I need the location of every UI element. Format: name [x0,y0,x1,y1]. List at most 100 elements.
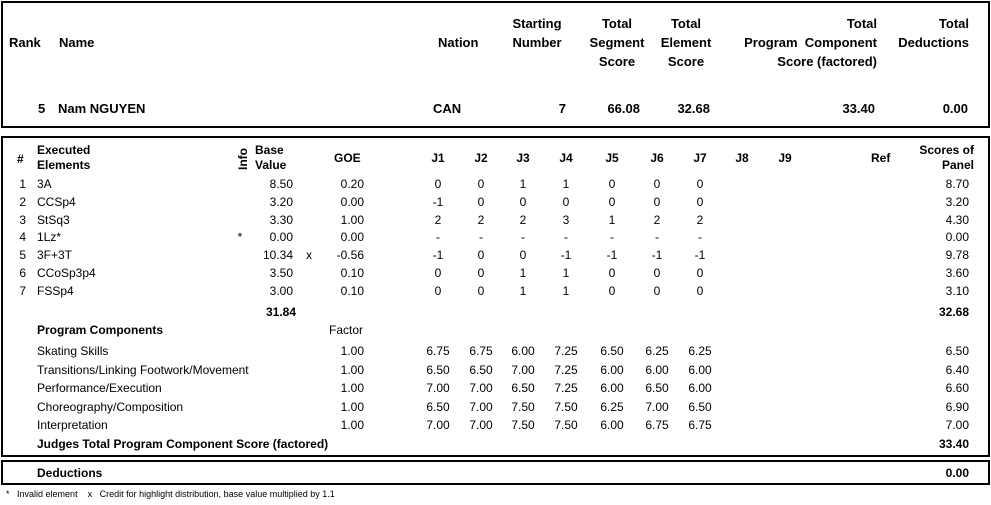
judge-header-9: J9 [778,151,792,165]
component-panel-score: 6.90 [945,400,969,414]
element-judge-score: 0 [608,177,616,191]
element-judge-score: - [610,230,614,245]
skater-rank: 5 [38,101,46,116]
skater-summary-box [1,1,990,128]
factor-header: Factor [329,323,364,337]
element-judge-score: - [436,230,440,245]
element-number: 2 [19,194,26,209]
component-judge-score: 6.50 [645,381,669,395]
element-judge-score: 0 [434,283,442,298]
element-judge-score: 2 [519,212,527,227]
component-judge-score: 6.00 [600,418,624,432]
element-judge-score: 0 [653,266,661,280]
element-panel-score: 0.00 [945,230,969,245]
segment-score-header: Total Segment Score [589,16,645,69]
program-components-title: Program Components [37,323,164,337]
component-judge-score: 6.00 [688,381,712,395]
element-name: 3A [37,177,52,191]
component-judge-score: 6.00 [511,344,535,358]
element-judge-score: 0 [696,194,704,209]
rank-header: Rank [9,35,41,50]
element-info: * [237,230,243,245]
element-judge-score: 0 [696,266,704,280]
component-judge-score: 7.00 [426,381,450,395]
deductions-box [1,460,990,485]
component-judge-score: 6.75 [688,418,712,432]
component-factor: 1.00 [340,363,364,377]
skater-pcs: 33.40 [842,101,875,116]
element-judge-score: 2 [696,212,704,227]
component-judge-score: 6.50 [469,363,493,377]
element-judge-score: 0 [653,177,661,191]
element-number: 6 [19,266,26,280]
component-judge-score: 7.50 [511,400,535,414]
element-goe: 1.00 [340,212,364,227]
element-number: 4 [19,230,26,245]
component-judge-score: 7.00 [645,400,669,414]
element-judge-score: 0 [562,194,570,209]
element-judge-score: 0 [608,194,616,209]
judge-header-8: J8 [735,151,749,165]
deductions-label: Deductions [37,466,103,480]
element-base-value: 8.50 [269,177,293,191]
component-judge-score: 6.00 [688,363,712,377]
element-judge-score: 0 [653,194,661,209]
pcs-header: Total Program Component Score (factored) [744,16,877,69]
element-number: 5 [19,248,26,263]
skater-deductions: 0.00 [942,101,968,116]
element-name: 1Lz* [37,230,62,245]
component-panel-score: 7.00 [945,418,969,432]
component-factor: 1.00 [340,381,364,395]
base-value-header: Base Value [255,143,287,172]
component-judge-score: 6.50 [426,400,450,414]
judge-header-2: J2 [474,151,488,165]
component-panel-score: 6.60 [945,381,969,395]
component-name: Choreography/Composition [37,400,184,414]
component-judge-score: 7.50 [511,418,535,432]
element-judge-score: 1 [562,266,570,280]
element-name: CCoSp3p4 [37,266,96,280]
element-judge-score: 0 [653,283,661,298]
goe-header: GOE [334,151,361,165]
element-goe: 0.10 [340,283,364,298]
component-judge-score: 6.25 [645,344,669,358]
element-name: CCSp4 [37,194,76,209]
element-judge-score: - [698,230,702,245]
element-judge-score: 1 [562,283,570,298]
component-judge-score: 7.25 [554,363,578,377]
element-judge-score: 0 [696,283,704,298]
component-factor: 1.00 [340,418,364,432]
element-base-value: 3.30 [269,212,293,227]
element-judge-score: 0 [477,266,485,280]
skater-starting-number: 7 [558,101,566,116]
scores-of-panel-header: Scores of Panel [919,143,974,172]
starting-number-header: Starting Number [512,16,562,50]
element-judge-score: 0 [608,266,616,280]
component-judge-score: 7.00 [426,418,450,432]
skater-segment-score: 66.08 [607,101,640,116]
component-judge-score: 6.75 [645,418,669,432]
element-judge-score: 1 [519,266,527,280]
component-judge-score: 6.50 [600,344,624,358]
element-number: 7 [19,283,26,298]
deductions-score: 0.00 [945,466,969,480]
judges-total-pcs-label: Judges Total Program Component Score (fa… [37,437,329,451]
judge-header-5: J5 [605,151,619,165]
info-header: Info [236,148,250,170]
judge-header-6: J6 [650,151,664,165]
element-judge-score: - [655,230,659,245]
element-name: StSq3 [37,212,70,227]
element-number: 3 [19,212,26,227]
base-value-total: 31.84 [265,305,296,319]
skater-element-score: 32.68 [677,101,710,116]
element-judge-score: 3 [562,212,570,227]
footnote-star-text: Invalid element [17,489,78,499]
element-base-value: 10.34 [262,248,293,263]
element-score-header: Total Element Score [660,16,712,69]
deductions-header: Total Deductions [898,16,969,50]
component-judge-score: 7.00 [469,400,493,414]
skater-nation: CAN [433,101,462,116]
element-judge-score: -1 [694,248,706,263]
name-header: Name [59,35,95,50]
element-panel-score: 3.60 [945,266,969,280]
